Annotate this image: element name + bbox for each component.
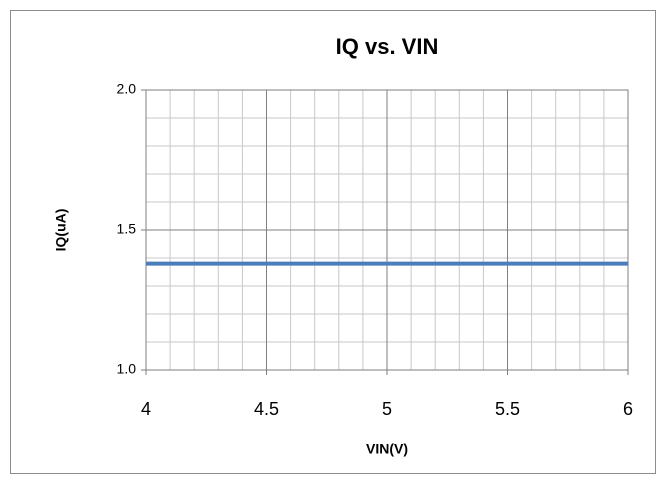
x-tick-label: 5 bbox=[382, 399, 392, 419]
y-tick-label: 1.0 bbox=[117, 361, 137, 377]
y-axis-label: IQ(uA) bbox=[53, 209, 69, 252]
y-tick-label: 2.0 bbox=[117, 81, 137, 97]
x-tick-label: 4.5 bbox=[254, 399, 279, 419]
x-tick-label: 4 bbox=[141, 399, 151, 419]
chart-title: IQ vs. VIN bbox=[336, 34, 439, 59]
x-tick-label: 6 bbox=[623, 399, 633, 419]
x-tick-label: 5.5 bbox=[495, 399, 520, 419]
y-tick-label: 1.5 bbox=[117, 221, 137, 237]
x-axis-label: VIN(V) bbox=[366, 441, 408, 457]
chart-border bbox=[10, 10, 656, 474]
plot-area-border bbox=[145, 89, 629, 371]
